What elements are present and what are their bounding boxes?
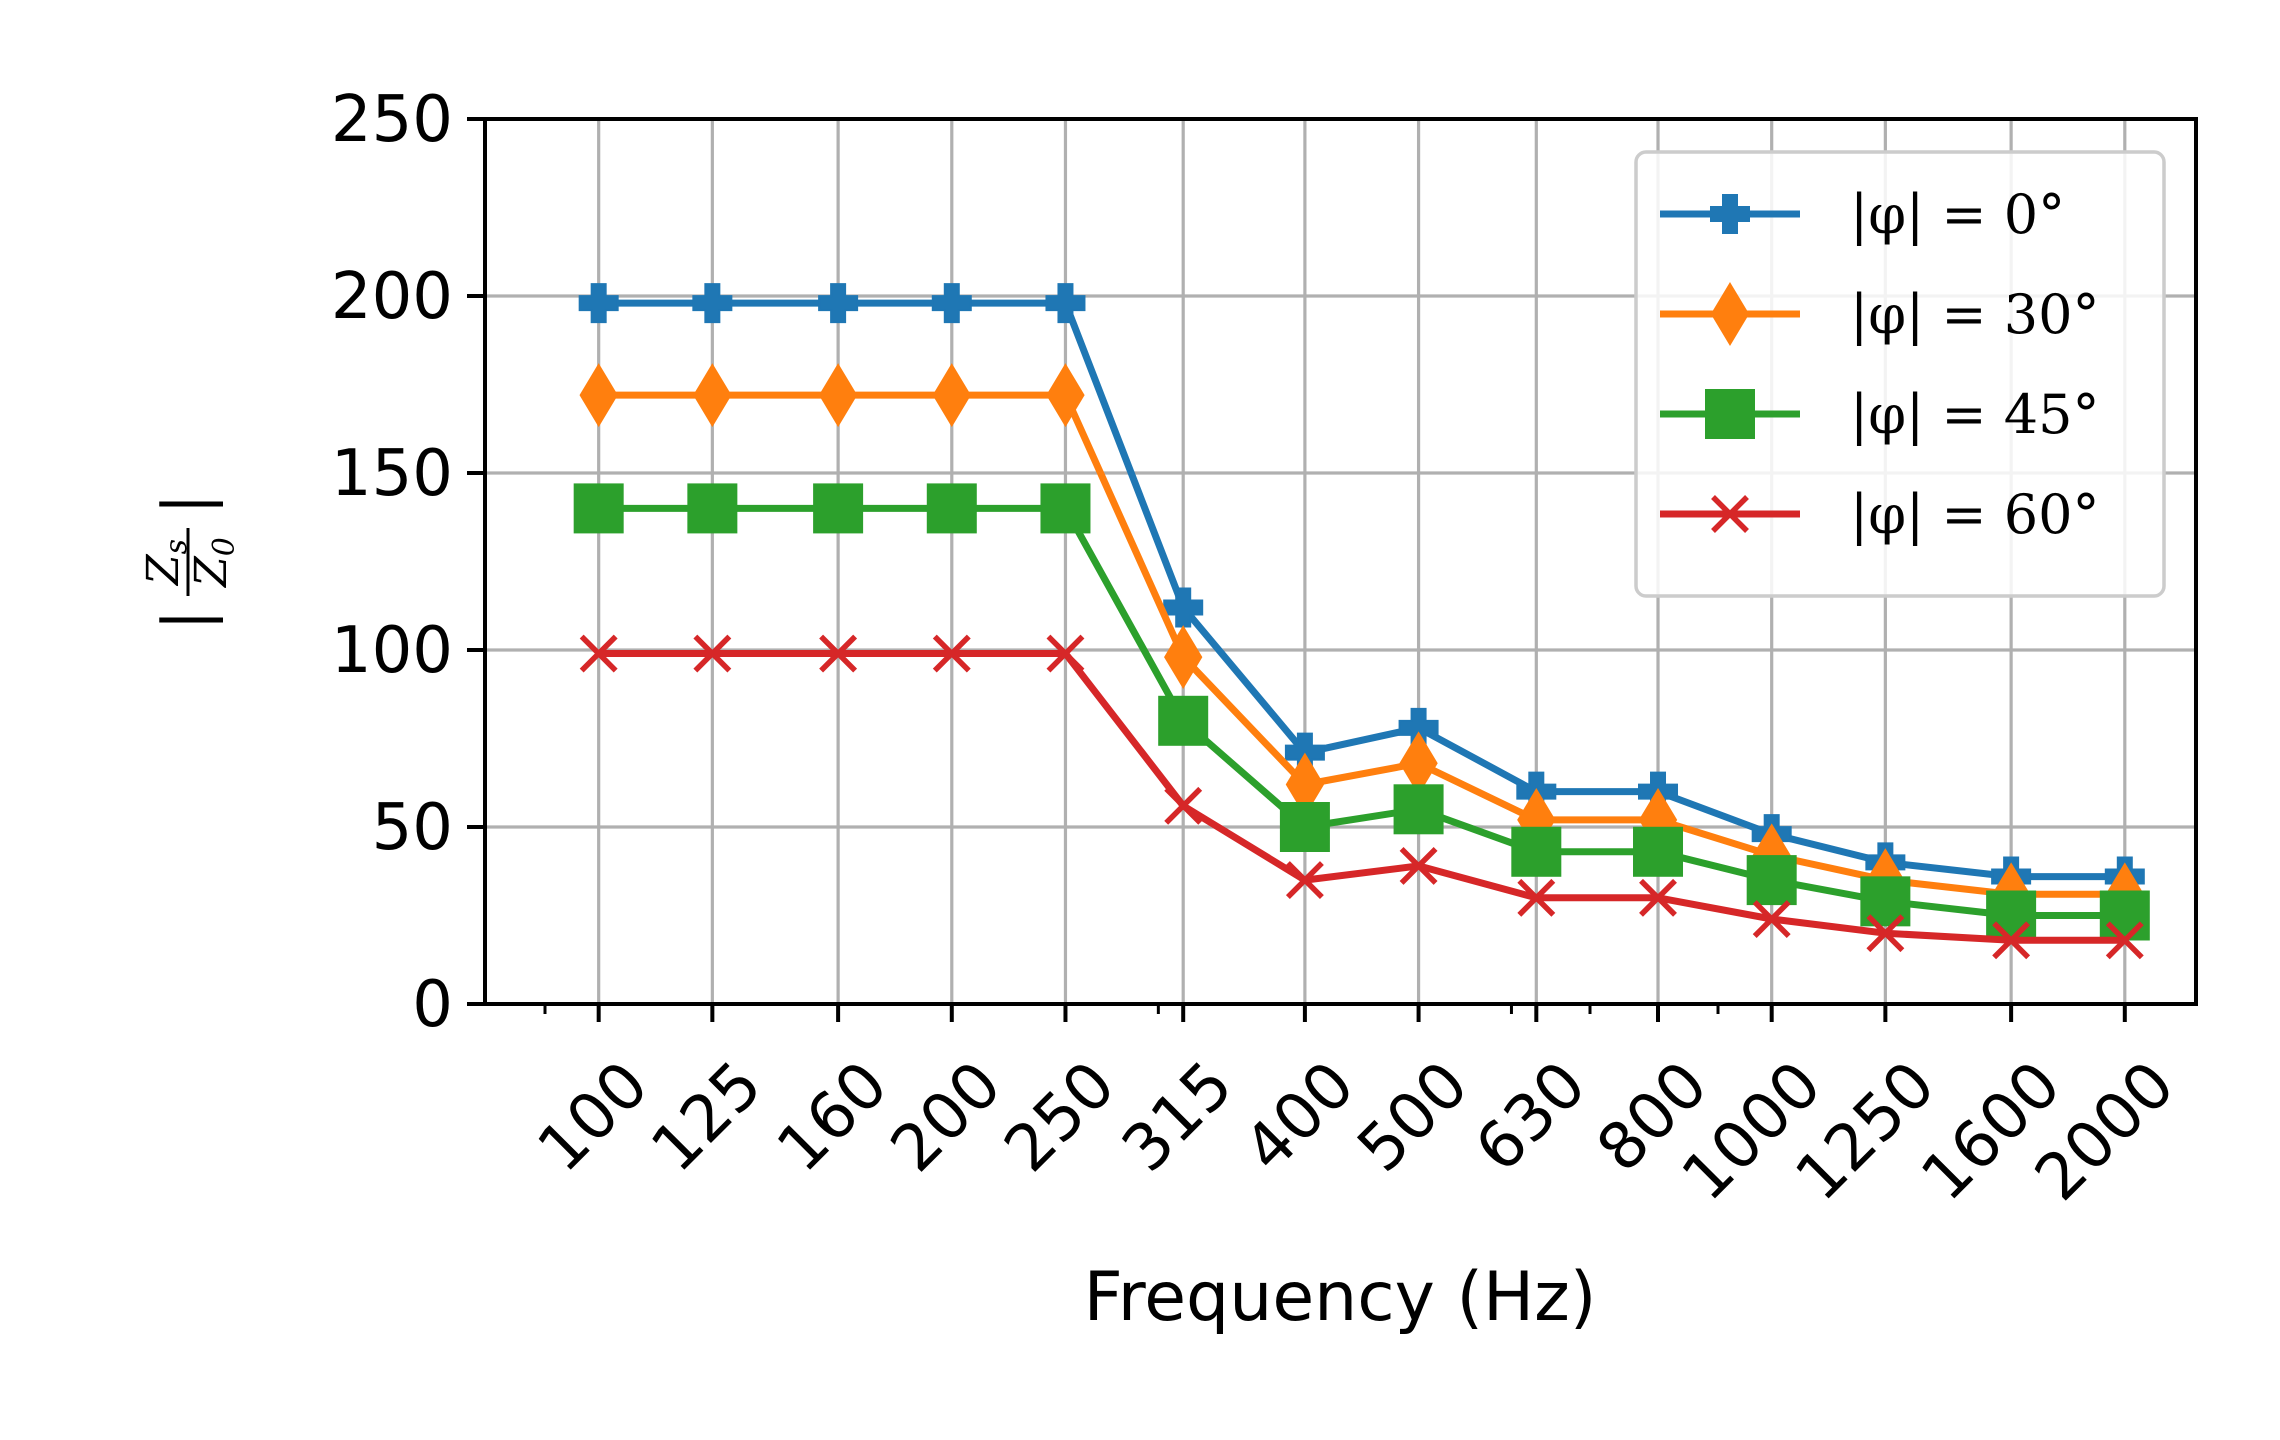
data-point [693,634,732,673]
data-point [1285,861,1324,900]
y-tick-label: 250 [331,83,453,157]
data-point [932,634,971,673]
legend-entry: |φ| = 30° [1660,282,2100,346]
data-point [818,363,858,428]
data-point [1986,890,2037,941]
data-point [573,483,624,534]
data-point [1639,878,1677,917]
legend-entry: |φ| = 0° [1660,183,2065,246]
data-point [693,363,732,428]
series-3 [579,634,2144,960]
data-point [1163,587,1204,628]
legend-label: |φ| = 45° [1850,383,2100,446]
y-tick-label: 200 [331,260,453,334]
x-tick-label: 100 [524,1048,663,1187]
data-point [1746,855,1797,906]
data-point [1633,826,1684,877]
legend-box [1634,150,2166,598]
y-tick-label: 100 [331,614,453,688]
y-tick-label: 150 [331,437,453,511]
data-point [1164,625,1203,690]
data-point [1046,363,1085,428]
data-point [1279,802,1330,852]
x-tick-label: 500 [1344,1048,1483,1187]
data-point [1393,784,1444,835]
data-point [818,283,859,324]
data-point [1045,283,1086,324]
series-line [598,650,2125,944]
data-point [2099,890,2150,941]
data-point [578,283,619,324]
data-point [692,283,733,324]
x-tick-label: 630 [1462,1048,1601,1187]
legend-entry: |φ| = 45° [1660,383,2100,446]
legend-marker [1711,495,1749,533]
data-point [926,483,977,534]
data-point [931,283,972,324]
data-point [813,483,864,534]
data-point [1040,483,1091,534]
ylabel-bar-right: | [150,493,224,515]
legend-label: |φ| = 30° [1850,283,2100,346]
legend-entry: |φ| = 60° [1660,483,2100,546]
data-point [687,483,738,534]
data-point [1399,731,1438,796]
y-tick-label: 0 [412,968,453,1042]
data-point [1752,900,1791,938]
data-point [819,634,858,673]
legend-marker [1710,194,1750,234]
data-point [1158,695,1209,746]
series-2 [573,483,2150,941]
x-tick-label: 315 [1109,1048,1248,1187]
data-point [579,634,618,673]
ylabel-bar-left: | [150,609,224,631]
data-point [932,363,971,428]
data-point [1046,634,1085,673]
data-point [1992,921,2031,960]
ylabel-denominator: Z0 [186,537,242,589]
legend: |φ| = 0° |φ| = 30° |φ| = 45° |φ| = 60° [1634,150,2166,598]
x-tick-label: 250 [991,1048,1130,1187]
x-tick-label: 200 [877,1048,1016,1187]
legend-marker [1710,282,1750,346]
legend-marker [1705,389,1755,439]
x-axis-label: Frequency (Hz) [1084,1258,1597,1337]
legend-label: |φ| = 60° [1850,483,2100,546]
data-point [1164,786,1203,825]
data-point [1866,914,1905,953]
legend-label: |φ| = 0° [1850,183,2065,246]
data-point [579,363,618,428]
x-tick-label: 160 [764,1048,903,1187]
data-point [1399,846,1438,885]
data-point [1517,878,1556,917]
x-tick-label: 400 [1230,1048,1369,1187]
plot-frame [483,117,2198,1006]
data-point [1511,826,1562,877]
series-lines [573,283,2150,960]
x-tick-label: 125 [638,1048,777,1187]
y-tick-label: 50 [372,791,453,865]
data-point [2105,921,2144,960]
